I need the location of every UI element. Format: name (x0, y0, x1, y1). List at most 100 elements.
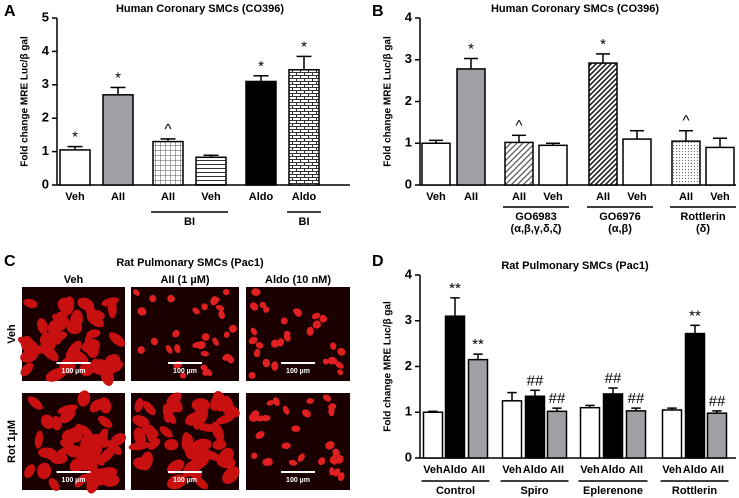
cell (107, 299, 117, 319)
cell (20, 349, 39, 363)
column-label: AII (1 µM) (160, 274, 209, 286)
x-tick-label: AII (512, 191, 526, 203)
annotation: ## (605, 370, 622, 387)
cell (74, 474, 88, 488)
cell (264, 457, 273, 466)
cell (222, 466, 240, 484)
cell (27, 396, 43, 410)
cell (172, 330, 180, 338)
cell (325, 441, 335, 450)
cell (215, 304, 225, 312)
cell (317, 457, 326, 466)
cell (271, 339, 279, 348)
cell (17, 336, 38, 349)
cell (167, 474, 187, 490)
cell (266, 400, 275, 406)
cell (167, 459, 185, 475)
cell (306, 326, 314, 336)
cell (164, 439, 179, 451)
annotation: ## (709, 393, 726, 410)
bar (661, 409, 683, 459)
group-label: Rottlerin (672, 485, 718, 497)
column-label: Aldo (10 nM) (265, 274, 331, 286)
cell (132, 415, 150, 428)
cell (89, 398, 104, 413)
annotation: ## (549, 390, 566, 407)
annotation: ^ (164, 121, 171, 138)
cell (202, 368, 210, 376)
bar (625, 410, 647, 459)
x-tick-label: Veh (65, 191, 85, 203)
cell (150, 337, 158, 346)
cell (196, 423, 218, 432)
cell (201, 303, 208, 311)
bar (705, 146, 735, 186)
panel-letter: B (372, 3, 384, 20)
cell (332, 448, 341, 458)
annotation: ** (472, 336, 484, 353)
cell (255, 431, 265, 439)
x-tick-label: AII (550, 464, 564, 476)
cell (226, 355, 234, 364)
cell (212, 390, 226, 412)
group-label: Eplerenone (583, 485, 643, 497)
group-label: Spiro (520, 485, 548, 497)
y-tick-label: 4 (405, 9, 413, 24)
annotation: * (468, 40, 474, 57)
cell (134, 397, 144, 413)
cell (333, 468, 341, 477)
cell (100, 467, 118, 478)
annotation: ^ (682, 113, 689, 130)
bar (195, 156, 227, 186)
bar (546, 410, 568, 459)
cell (137, 307, 147, 316)
y-tick-label: 0 (42, 176, 49, 191)
cell (79, 362, 94, 377)
micrograph (17, 287, 126, 386)
x-tick-label: Aldo (523, 464, 548, 476)
cell (66, 320, 83, 335)
x-tick-label: Veh (201, 191, 221, 203)
cell (40, 414, 55, 429)
cell (282, 405, 290, 415)
cell (291, 425, 301, 432)
scale-label: 100 µm (286, 477, 310, 484)
x-tick-label: Veh (423, 464, 443, 476)
cell (222, 289, 230, 296)
y-tick-label: 0 (405, 176, 412, 191)
annotation: * (600, 36, 606, 53)
group-label: BI (299, 216, 310, 228)
cell (322, 358, 329, 365)
x-tick-label: AII (464, 191, 478, 203)
cell (167, 294, 175, 303)
x-tick-label: Veh (662, 464, 682, 476)
cell (23, 298, 38, 309)
cell (80, 425, 95, 442)
cell (159, 426, 173, 438)
cell (337, 369, 344, 376)
cell (335, 455, 344, 464)
row-label: Veh (6, 324, 18, 344)
y-tick-label: 2 (405, 93, 412, 108)
scale-label: 100 µm (62, 368, 86, 375)
bar (444, 315, 466, 459)
y-tick-label: 4 (42, 43, 50, 58)
annotation: ## (628, 390, 645, 407)
group-label: (δ) (696, 223, 710, 235)
group-label: (α,β,γ,δ,ζ) (511, 223, 562, 235)
cell (250, 414, 259, 422)
bar (59, 149, 91, 186)
cell (37, 318, 48, 335)
bar (102, 94, 134, 186)
cell (216, 414, 235, 425)
cell (110, 433, 127, 446)
annotation: ^ (515, 117, 522, 134)
cell (190, 466, 202, 482)
x-tick-label: AII (111, 191, 125, 203)
cell (311, 312, 321, 320)
annotation: ** (449, 280, 461, 297)
cell (140, 451, 153, 471)
row-label: Rot 1µM (6, 420, 18, 463)
scale-label: 100 µm (173, 368, 197, 375)
group-label: BI (184, 216, 195, 228)
